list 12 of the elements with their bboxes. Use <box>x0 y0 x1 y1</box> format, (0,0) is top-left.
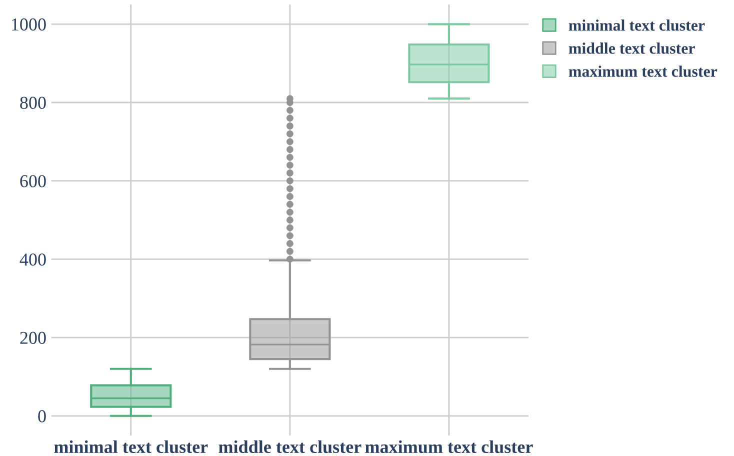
y-tick-label: 600 <box>20 175 46 188</box>
y-tick-label: 0 <box>38 410 46 422</box>
x-tick-label: middle text cluster <box>218 440 362 454</box>
legend-label: minimal text cluster <box>568 20 705 31</box>
x-tick-label: maximum text cluster <box>365 440 533 454</box>
legend-label: middle text cluster <box>568 42 695 54</box>
legend-label: maximum text cluster <box>568 66 718 77</box>
x-tick-label: minimal text cluster <box>54 440 208 454</box>
y-tick-label: 1000 <box>12 18 46 31</box>
y-tick-label: 400 <box>20 253 46 266</box>
y-tick-label: 800 <box>20 96 46 109</box>
y-tick-label: 200 <box>20 332 46 344</box>
